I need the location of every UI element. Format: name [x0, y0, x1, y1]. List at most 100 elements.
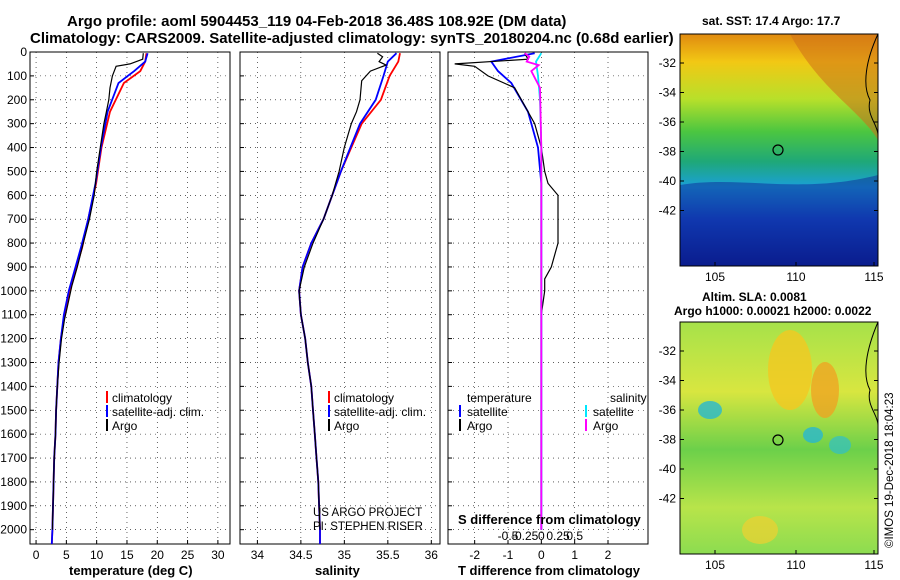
sal-x-tick-label: 35	[338, 548, 352, 562]
diff-legend-s-satellite: satellite	[593, 405, 634, 419]
sal-series-climatology	[298, 53, 401, 544]
sla-argo-marker	[772, 434, 784, 446]
depth-tick-label: 500	[7, 164, 27, 178]
sla-lat-label: -36	[659, 403, 677, 417]
figure-title-line1: Argo profile: aoml 5904453_119 04-Feb-20…	[67, 13, 566, 30]
diff-s-tick-label: 0.25	[546, 529, 570, 543]
temp-legend: climatology satellite-adj. clim. Argo	[106, 391, 204, 433]
diff-xlabel: T difference from climatology	[458, 563, 641, 578]
sst-lat-label: -34	[659, 86, 677, 100]
sla-lon-label: 115	[864, 558, 883, 572]
sst-lat-label: -36	[659, 115, 677, 129]
sla-high-1	[768, 330, 812, 410]
temp-series-climatology	[50, 53, 148, 545]
depth-tick-label: 600	[7, 188, 27, 202]
sst-lat-label: -38	[659, 145, 677, 159]
sal-x-tick-label: 35.5	[376, 548, 400, 562]
depth-tick-label: 1100	[1, 308, 27, 322]
sal-note-pi: PI: STEPHEN RISER	[313, 521, 423, 533]
diff-x-tick-label: -1	[503, 548, 514, 562]
sla-low-2	[803, 427, 823, 443]
sal-series-satellite-adj-clim-	[298, 52, 398, 544]
temp-x-tick-label: 15	[120, 548, 134, 562]
depth-tick-label: 1300	[0, 355, 27, 369]
depth-tick-label: 800	[7, 236, 27, 250]
sal-x-tick-label: 34	[251, 548, 265, 562]
sla-coastline	[865, 321, 879, 426]
temp-x-tick-label: 20	[151, 548, 165, 562]
temp-xlabel: temperature (deg C)	[69, 563, 193, 578]
depth-tick-label: 400	[7, 141, 27, 155]
temp-x-tick-label: 10	[90, 548, 104, 562]
diff-s-axis: -0.5-0.25 0 0.250.5	[498, 529, 584, 543]
sal-x-tick-label: 34.5	[289, 548, 313, 562]
diff-s-tick-label: -0.5	[498, 529, 519, 543]
temp-legend-argo: Argo	[112, 419, 138, 433]
sst-lat-label: -40	[659, 174, 677, 188]
temp-x-tick-label: 25	[181, 548, 195, 562]
sst-map-title: sat. SST: 17.4 Argo: 17.7	[702, 14, 841, 28]
sal-x-tick-label: 36	[425, 548, 439, 562]
diff-legend-s-head: salinity	[610, 391, 647, 405]
depth-tick-label: 0	[20, 45, 27, 59]
sla-low-3	[829, 436, 851, 454]
depth-tick-label: 300	[7, 117, 27, 131]
sst-lon-label: 105	[705, 270, 725, 284]
temp-x-tick-label: 5	[63, 548, 70, 562]
diff-legend-t-argo: Argo	[467, 419, 493, 433]
diff-s-tick-label: 0	[538, 529, 545, 543]
diff-legend-t-head: temperature	[467, 391, 532, 405]
sal-legend: climatology satellite-adj. clim. Argo US…	[313, 391, 426, 533]
sst-lat-label: -42	[659, 204, 677, 218]
depth-tick-label: 100	[7, 69, 27, 83]
sal-note-project: US ARGO PROJECT	[313, 507, 422, 519]
temp-series-argo	[51, 53, 144, 530]
sla-lat-label: -34	[659, 374, 677, 388]
depth-tick-label: 1600	[0, 427, 27, 441]
depth-tick-label: 1400	[0, 379, 27, 393]
depth-tick-label: 1200	[0, 332, 27, 346]
diff-legend: temperature satellite Argo salinity sate…	[459, 391, 647, 433]
depth-tick-label: 1800	[0, 475, 27, 489]
sst-cold-patch	[680, 175, 878, 266]
diff-x-axis: -2 -1 0 1 2	[469, 540, 612, 562]
sla-map-frame	[679, 321, 879, 555]
depth-tick-label: 2000	[0, 523, 27, 537]
sal-panel-frame	[239, 51, 441, 545]
diff-x-tick-label: -2	[469, 548, 480, 562]
sal-x-axis: 34 34.5 35 35.5 36	[251, 540, 439, 562]
sla-lon-label: 105	[705, 558, 725, 572]
sal-series-argo	[298, 52, 388, 530]
sst-coastline	[865, 33, 879, 136]
depth-tick-label: 1700	[0, 451, 27, 465]
sla-map-title2: Argo h1000: 0.00021 h2000: 0.0022	[674, 304, 872, 318]
depth-tick-label: 900	[7, 260, 27, 274]
sst-lon-label: 110	[786, 270, 805, 284]
depth-tick-label: 1900	[0, 499, 27, 513]
sst-map-frame	[679, 33, 879, 267]
sst-map: sat. SST: 17.4 Argo: 17.7	[659, 14, 884, 284]
diff-series-temperature-argo	[454, 52, 559, 530]
diff-panel-frame	[447, 51, 649, 545]
diff-legend-t-satellite: satellite	[467, 405, 508, 419]
temp-x-tick-label: 30	[211, 548, 225, 562]
profile-curves	[50, 52, 559, 545]
sst-warm-patch	[790, 34, 878, 140]
gridlines	[30, 51, 648, 544]
sla-lat-label: -40	[659, 462, 677, 476]
sal-xlabel: salinity	[315, 563, 361, 578]
temp-legend-climatology: climatology	[112, 391, 172, 405]
sal-legend-satellite: satellite-adj. clim.	[334, 405, 426, 419]
sst-lon-label: 115	[864, 270, 883, 284]
diff-x-tick-label: 1	[571, 548, 578, 562]
diff-legend-s-argo: Argo	[593, 419, 619, 433]
diff-s-label: S difference from climatology	[458, 512, 642, 527]
sal-legend-argo: Argo	[334, 419, 360, 433]
sla-map-title1: Altim. SLA: 0.0081	[702, 290, 807, 304]
sla-map: Altim. SLA: 0.0081 Argo h1000: 0.00021 h…	[659, 290, 884, 572]
sla-lat-label: -42	[659, 492, 677, 506]
temp-panel-frame	[29, 51, 231, 545]
diff-x-tick-label: 2	[605, 548, 612, 562]
diff-s-tick-label: -0.25	[511, 529, 539, 543]
